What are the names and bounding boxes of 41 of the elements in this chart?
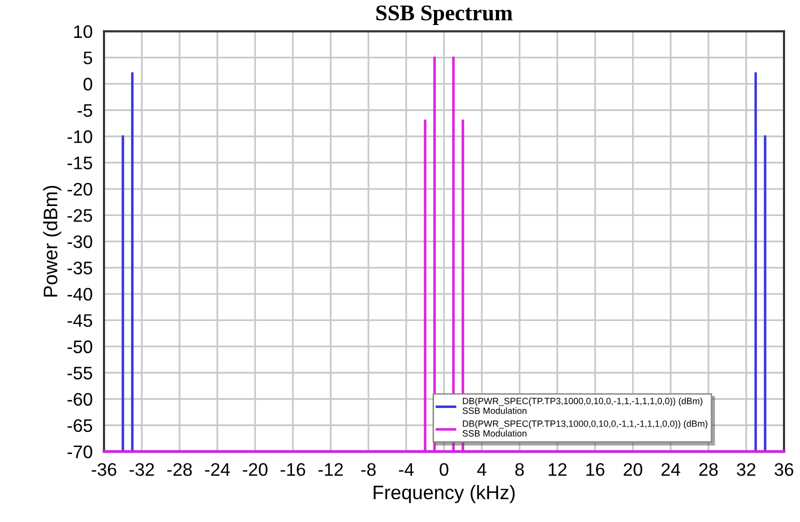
y-tick-label: -45	[68, 314, 92, 327]
x-tick-label: 16	[586, 463, 604, 476]
legend-label: DB(PWR_SPEC(TP.TP3,1000,0,10,0,-1,1,-1,1,1,0,0)) (dBm) SSB Modulation	[462, 398, 702, 414]
chart-title: SSB Spectrum	[376, 5, 512, 25]
x-axis-title: Frequency (kHz)	[374, 485, 515, 504]
x-tick-label: -36	[92, 463, 116, 476]
y-axis-title: Power (dBm)	[43, 186, 62, 297]
x-tick-label: -20	[242, 463, 268, 476]
y-tick-label: 10	[74, 25, 92, 38]
y-tick-label: -15	[68, 156, 92, 170]
x-tick-label: -12	[318, 463, 343, 476]
x-tick-label: 4	[477, 463, 486, 476]
y-tick-label: -10	[68, 130, 92, 144]
y-tick-label: -55	[68, 366, 92, 380]
y-tick-label: -40	[68, 288, 92, 301]
x-tick-label: -32	[130, 463, 154, 476]
x-tick-label: -16	[280, 463, 306, 476]
x-tick-label: -24	[205, 463, 230, 476]
y-tick-label: -35	[68, 262, 92, 274]
x-tick-label: -4	[398, 463, 414, 476]
x-tick-label: 0	[440, 463, 448, 476]
x-tick-label: 36	[774, 463, 794, 476]
x-tick-label: 28	[699, 463, 718, 476]
x-tick-label: -8	[361, 463, 376, 476]
y-tick-label: -5	[78, 104, 92, 117]
x-tick-label: -28	[167, 463, 192, 476]
y-tick-label: -30	[68, 235, 92, 248]
y-tick-label: -60	[68, 392, 92, 406]
x-tick-label: 20	[624, 463, 642, 476]
y-tick-label: -50	[68, 340, 92, 354]
x-tick-label: 8	[515, 463, 524, 476]
y-tick-label: -70	[68, 445, 92, 458]
y-tick-label: -25	[68, 209, 92, 222]
y-tick-label: -20	[68, 182, 92, 196]
y-tick-label: 5	[84, 52, 92, 64]
x-tick-label: 24	[662, 463, 680, 476]
x-tick-label: 32	[736, 463, 756, 476]
x-tick-label: 12	[548, 463, 566, 476]
legend-label: DB(PWR_SPEC(TP.TP13,1000,0,10,0,-1,1,-1,1,1,0,0)) (dBm) SSB Modulation	[462, 420, 708, 437]
y-tick-label: -65	[68, 419, 92, 432]
y-tick-label: 0	[84, 78, 92, 91]
